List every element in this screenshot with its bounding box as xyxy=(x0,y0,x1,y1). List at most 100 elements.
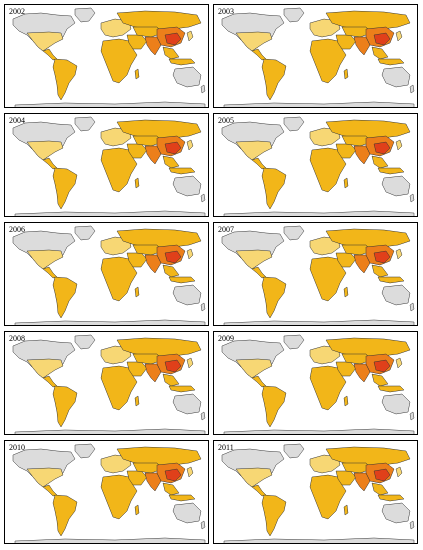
region-indonesia xyxy=(377,58,405,66)
region-south-america xyxy=(52,167,78,210)
region-japan xyxy=(186,357,194,369)
region-russia xyxy=(116,337,202,357)
region-southeast-asia xyxy=(162,482,180,496)
region-australia xyxy=(381,175,411,197)
region-south-america xyxy=(52,58,78,101)
region-russia xyxy=(325,337,411,357)
region-south-america xyxy=(261,385,287,428)
region-japan xyxy=(186,30,194,42)
region-southeast-asia xyxy=(371,155,389,169)
region-indonesia xyxy=(168,167,196,175)
panel-year-label: 2009 xyxy=(218,334,234,343)
region-east-asia-hotspot xyxy=(373,468,391,482)
region-greenland xyxy=(283,116,305,132)
region-south-america xyxy=(261,494,287,537)
region-antarctica xyxy=(14,210,206,216)
region-southeast-asia xyxy=(371,482,389,496)
region-new-zealand xyxy=(409,302,415,312)
panel-year-label: 2004 xyxy=(9,116,25,125)
panel-year-label: 2007 xyxy=(218,225,234,234)
region-new-zealand xyxy=(200,302,206,312)
map-panel-2007: 2007 xyxy=(213,222,418,326)
region-madagascar xyxy=(343,504,349,516)
region-russia xyxy=(116,10,202,30)
region-indonesia xyxy=(168,494,196,502)
region-japan xyxy=(395,139,403,151)
region-usa-region xyxy=(26,249,64,270)
world-map xyxy=(5,5,208,107)
region-south-america xyxy=(261,167,287,210)
region-greenland xyxy=(74,443,96,459)
map-panel-2011: 2011 xyxy=(213,440,418,544)
map-panel-2008: 2008 xyxy=(4,331,209,435)
region-usa-region xyxy=(235,31,273,52)
region-east-asia-hotspot xyxy=(373,32,391,46)
region-madagascar xyxy=(134,395,140,407)
region-japan xyxy=(186,466,194,478)
map-panel-2010: 2010 xyxy=(4,440,209,544)
region-indonesia xyxy=(168,58,196,66)
region-australia xyxy=(172,66,202,88)
region-madagascar xyxy=(134,504,140,516)
region-southeast-asia xyxy=(371,46,389,60)
region-greenland xyxy=(74,334,96,350)
region-antarctica xyxy=(14,428,206,434)
panel-year-label: 2011 xyxy=(218,443,234,452)
region-japan xyxy=(395,466,403,478)
region-usa-region xyxy=(26,467,64,488)
map-panel-2003: 2003 xyxy=(213,4,418,108)
region-japan xyxy=(395,248,403,260)
map-panel-2002: 2002 xyxy=(4,4,209,108)
world-map xyxy=(5,332,208,434)
region-south-america xyxy=(52,385,78,428)
region-antarctica xyxy=(14,319,206,325)
region-japan xyxy=(395,30,403,42)
region-australia xyxy=(172,393,202,415)
panel-year-label: 2003 xyxy=(218,7,234,16)
region-east-asia-hotspot xyxy=(373,141,391,155)
region-south-america xyxy=(52,276,78,319)
region-usa-region xyxy=(235,249,273,270)
region-madagascar xyxy=(134,68,140,80)
region-europe xyxy=(100,127,132,147)
region-indonesia xyxy=(168,385,196,393)
world-map xyxy=(5,114,208,216)
panel-year-label: 2010 xyxy=(9,443,25,452)
region-usa-region xyxy=(26,358,64,379)
region-east-asia-hotspot xyxy=(164,359,182,373)
region-east-asia-hotspot xyxy=(164,468,182,482)
world-map xyxy=(5,441,208,543)
region-antarctica xyxy=(223,210,415,216)
panel-year-label: 2006 xyxy=(9,225,25,234)
region-japan xyxy=(186,139,194,151)
region-madagascar xyxy=(343,286,349,298)
region-greenland xyxy=(74,225,96,241)
region-antarctica xyxy=(223,319,415,325)
map-panel-2005: 2005 xyxy=(213,113,418,217)
region-russia xyxy=(116,228,202,248)
region-antarctica xyxy=(223,101,415,107)
region-europe xyxy=(100,345,132,365)
region-australia xyxy=(172,502,202,524)
world-map xyxy=(214,441,417,543)
region-russia xyxy=(325,228,411,248)
region-madagascar xyxy=(343,68,349,80)
region-indonesia xyxy=(168,276,196,284)
region-indonesia xyxy=(377,494,405,502)
region-russia xyxy=(325,446,411,466)
region-indonesia xyxy=(377,385,405,393)
region-southeast-asia xyxy=(162,155,180,169)
region-madagascar xyxy=(343,177,349,189)
region-southeast-asia xyxy=(162,46,180,60)
region-europe xyxy=(100,454,132,474)
region-east-asia-hotspot xyxy=(164,32,182,46)
world-map xyxy=(214,114,417,216)
region-madagascar xyxy=(134,177,140,189)
region-europe xyxy=(309,18,341,38)
region-greenland xyxy=(74,7,96,23)
region-south-america xyxy=(261,276,287,319)
region-south-america xyxy=(261,58,287,101)
region-antarctica xyxy=(14,537,206,543)
region-east-asia-hotspot xyxy=(373,250,391,264)
